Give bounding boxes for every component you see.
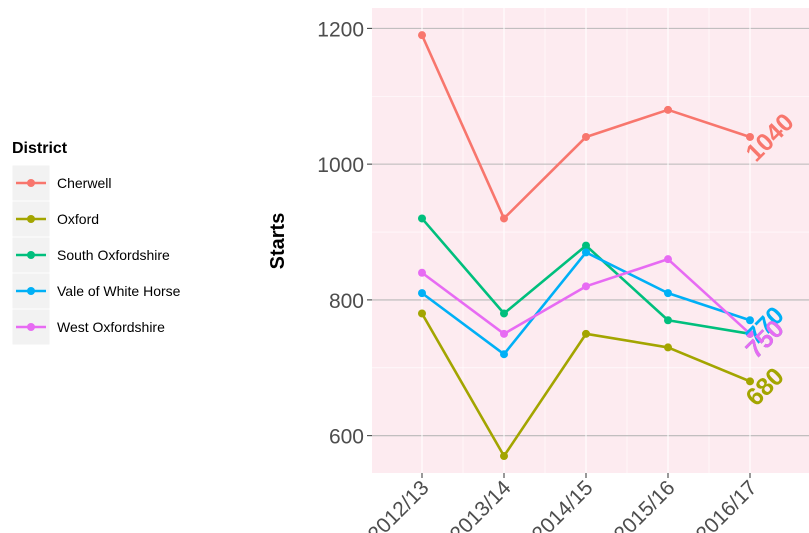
data-point (500, 214, 508, 223)
data-point (746, 316, 754, 325)
x-tick-label: 2015/16 (610, 476, 680, 533)
legend: District Cherwell Oxford South Oxfordshire… (11, 140, 181, 346)
legend-key-point (27, 323, 35, 331)
legend-label: Vale of White Horse (57, 283, 181, 299)
data-point (418, 309, 426, 318)
legend-title: District (12, 140, 68, 157)
data-point (500, 350, 508, 359)
data-point (746, 377, 754, 386)
data-point (746, 329, 754, 338)
legend-item: Oxford (11, 200, 99, 238)
legend-item: South Oxfordshire (11, 236, 170, 274)
data-point (664, 316, 672, 325)
data-point (746, 132, 754, 141)
data-point (500, 452, 508, 461)
data-point (582, 329, 590, 338)
y-axis-ticks: 600 800 1000 1200 (317, 18, 372, 449)
data-point (582, 132, 590, 141)
x-tick-label: 2016/17 (692, 476, 762, 533)
y-tick-label: 800 (329, 290, 364, 313)
data-point (664, 255, 672, 264)
data-point (418, 31, 426, 40)
legend-key-point (27, 287, 35, 295)
legend-label: South Oxfordshire (57, 247, 170, 263)
grid-lines (372, 8, 809, 473)
data-point (500, 329, 508, 338)
y-tick-label: 600 (329, 426, 364, 449)
series-vale-of-white-horse (418, 248, 754, 359)
data-point (664, 105, 672, 114)
legend-item: West Oxfordshire (11, 308, 165, 346)
x-tick-label: 2012/13 (364, 476, 434, 533)
legend-item: Vale of White Horse (11, 272, 181, 310)
x-tick-label: 2014/15 (528, 476, 598, 533)
data-point (500, 309, 508, 318)
x-tick-label: 2013/14 (446, 476, 516, 533)
data-point (664, 343, 672, 352)
y-tick-label: 1000 (317, 154, 364, 177)
legend-label: West Oxfordshire (57, 319, 165, 335)
series-south-oxfordshire (418, 214, 754, 338)
data-point (664, 289, 672, 298)
legend-key-point (27, 179, 35, 187)
data-point (418, 214, 426, 223)
legend-label: Cherwell (57, 175, 111, 191)
y-axis-title: Starts (267, 213, 289, 270)
legend-key-point (27, 215, 35, 223)
data-point (582, 282, 590, 291)
legend-key-point (27, 251, 35, 259)
legend-item: Cherwell (11, 164, 111, 202)
x-axis-ticks: 2012/13 2013/14 2014/15 2015/16 2016/17 (364, 473, 762, 533)
series-cherwell (418, 31, 754, 223)
series-lines (418, 31, 754, 461)
y-tick-label: 1200 (317, 18, 364, 41)
data-point (418, 289, 426, 298)
series-west-oxfordshire (418, 255, 754, 338)
data-point (418, 268, 426, 277)
data-point (582, 248, 590, 257)
series-oxford (418, 309, 754, 461)
plot-panel (372, 8, 809, 473)
legend-label: Oxford (57, 211, 99, 227)
data-point (582, 241, 590, 250)
